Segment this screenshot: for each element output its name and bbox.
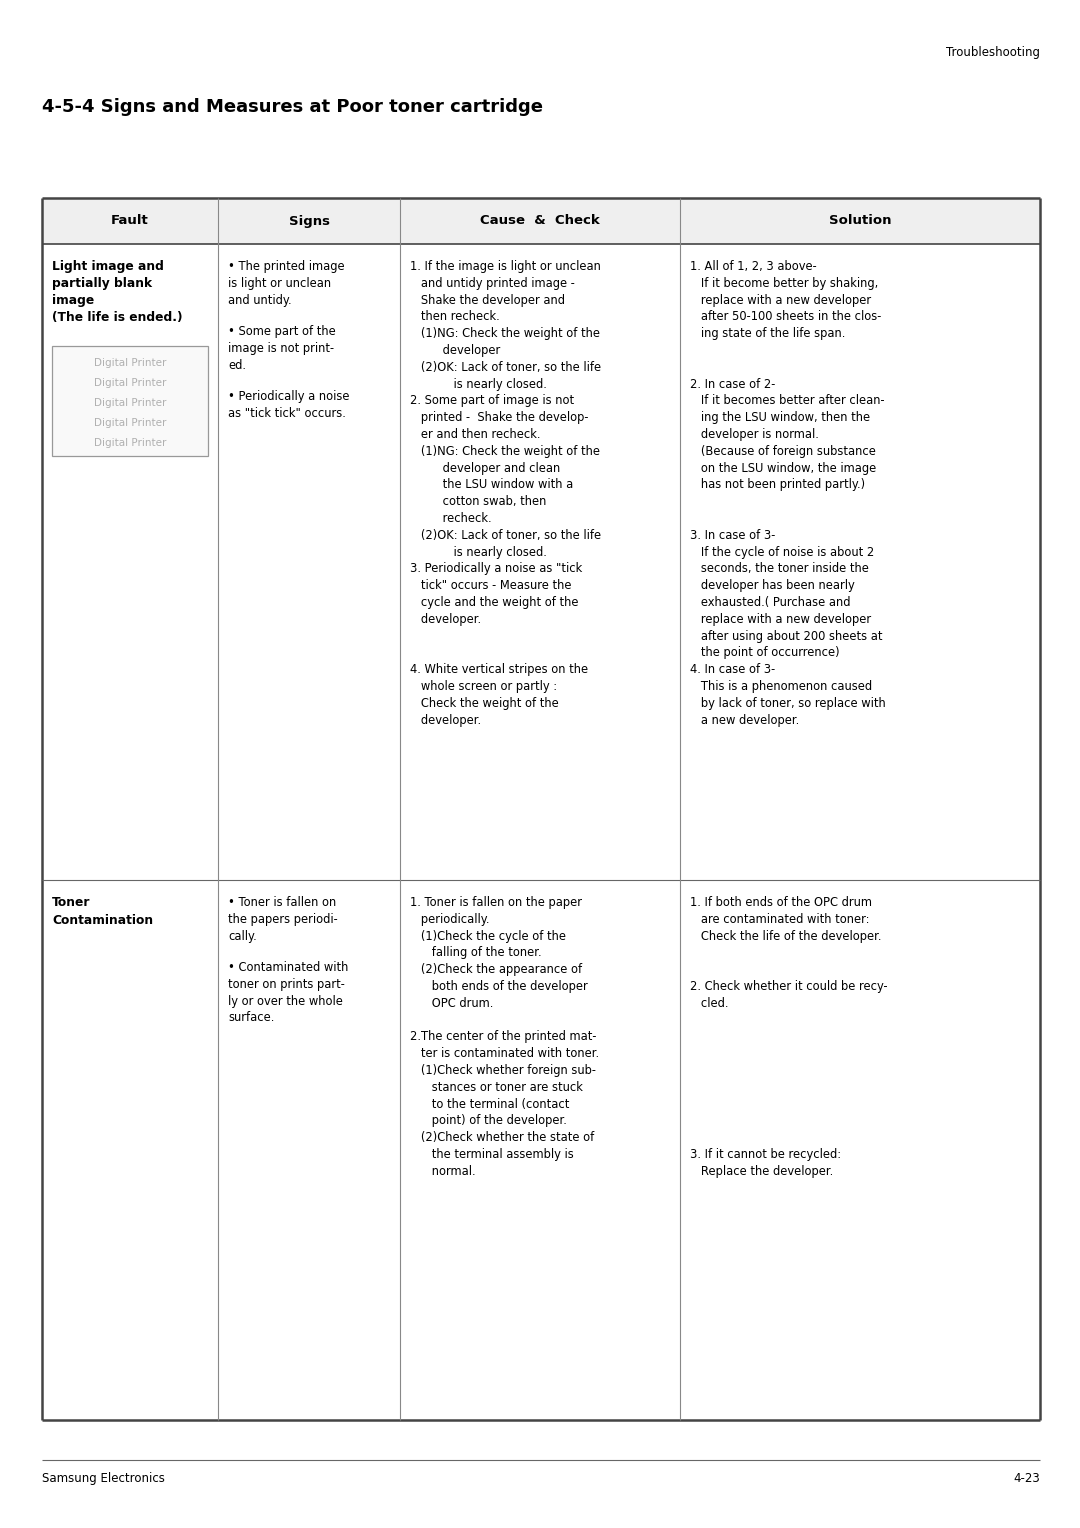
Bar [42, 199, 1040, 244]
Text: Samsung Electronics: Samsung Electronics [42, 1471, 165, 1485]
Text: Digital Printer: Digital Printer [94, 397, 166, 408]
Text: Troubleshooting: Troubleshooting [946, 46, 1040, 60]
Text: Digital Printer: Digital Printer [94, 439, 166, 448]
Text: 1. Toner is fallen on the paper
   periodically.
   (1)Check the cycle of the
  : 1. Toner is fallen on the paper periodic… [410, 895, 599, 1178]
Text: • Contaminated with
toner on prints part-
ly or over the whole
surface.: • Contaminated with toner on prints part… [228, 961, 349, 1024]
Text: Signs: Signs [288, 214, 329, 228]
Text: Digital Printer: Digital Printer [94, 419, 166, 428]
Text: Light image and
partially blank
image
(The life is ended.): Light image and partially blank image (T… [52, 260, 183, 324]
Text: 1. All of 1, 2, 3 above-
   If it become better by shaking,
   replace with a ne: 1. All of 1, 2, 3 above- If it become be… [690, 260, 886, 727]
Text: 4-23: 4-23 [1013, 1471, 1040, 1485]
Text: Solution: Solution [828, 214, 891, 228]
Text: 1. If the image is light or unclean
   and untidy printed image -
   Shake the d: 1. If the image is light or unclean and … [410, 260, 602, 727]
Text: Digital Printer: Digital Printer [94, 377, 166, 388]
Text: Toner
Contamination: Toner Contamination [52, 895, 153, 927]
Text: Digital Printer: Digital Printer [94, 358, 166, 368]
Text: 4-5-4 Signs and Measures at Poor toner cartridge: 4-5-4 Signs and Measures at Poor toner c… [42, 98, 543, 116]
Text: Cause  &  Check: Cause & Check [481, 214, 599, 228]
Text: • The printed image
is light or unclean
and untidy.: • The printed image is light or unclean … [228, 260, 345, 307]
Text: • Periodically a noise
as "tick tick" occurs.: • Periodically a noise as "tick tick" oc… [228, 390, 350, 420]
Bar [52, 345, 208, 455]
Text: • Toner is fallen on
the papers periodi-
cally.: • Toner is fallen on the papers periodi-… [228, 895, 338, 943]
Text: • Some part of the
image is not print-
ed.: • Some part of the image is not print- e… [228, 325, 336, 371]
Text: 1. If both ends of the OPC drum
   are contaminated with toner:
   Check the lif: 1. If both ends of the OPC drum are cont… [690, 895, 888, 1178]
Text: Fault: Fault [111, 214, 149, 228]
